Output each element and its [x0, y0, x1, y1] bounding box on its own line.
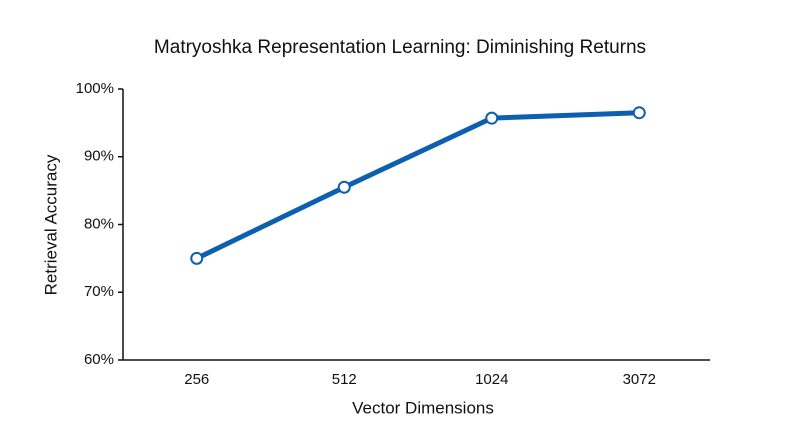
x-tick-label: 1024: [475, 371, 508, 388]
marker: [190, 251, 204, 265]
y-tick-label: 70%: [84, 283, 114, 300]
x-tick-label: 3072: [623, 371, 656, 388]
x-tick-label: 512: [332, 371, 357, 388]
y-tick-label: 90%: [84, 148, 114, 165]
marker: [632, 106, 646, 120]
x-axis-title: Vector Dimensions: [352, 398, 494, 417]
y-axis-title: Retrieval Accuracy: [41, 154, 60, 295]
marker: [485, 111, 499, 125]
marker: [337, 180, 351, 194]
y-tick-label: 80%: [84, 215, 114, 232]
y-tick-label: 60%: [84, 351, 114, 368]
chart-title: Matryoshka Representation Learning: Dimi…: [154, 37, 646, 58]
y-tick-label: 100%: [76, 80, 114, 97]
x-tick-label: 256: [184, 371, 209, 388]
line: [194, 110, 642, 261]
